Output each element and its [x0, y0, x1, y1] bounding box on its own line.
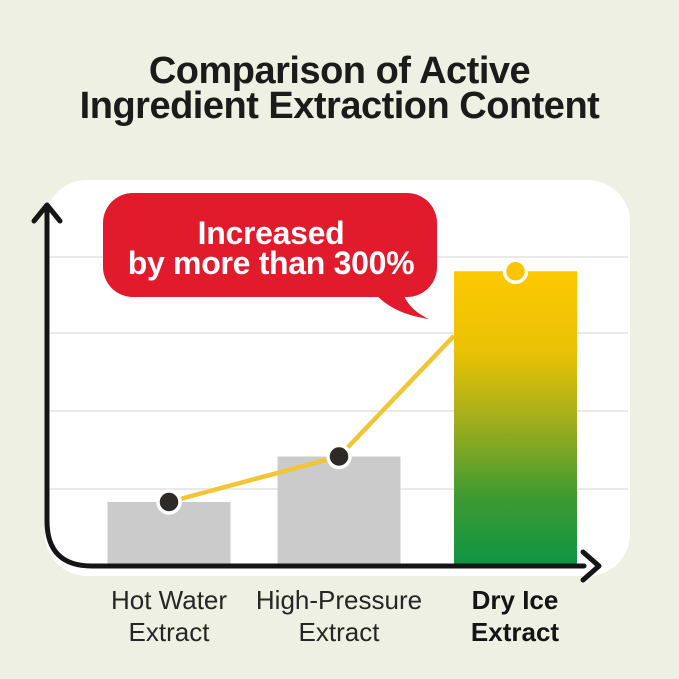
marker-high-pressure	[326, 443, 352, 470]
category-label-dry-ice: Dry Ice Extract	[419, 584, 611, 648]
speech-bubble-shape	[103, 193, 437, 319]
category-label-line: Dry Ice	[471, 585, 559, 615]
bubble-line-2: by more than 300%	[127, 245, 415, 281]
category-label-line: Extract	[298, 617, 380, 647]
category-label-high-pressure: High-Pressure Extract	[243, 584, 435, 648]
category-label-hot-water: Hot Water Extract	[73, 584, 265, 648]
category-label-line: Extract	[128, 617, 210, 647]
speech-bubble-tail	[368, 286, 429, 319]
category-label-line: High-Pressure	[255, 585, 423, 615]
y-axis-arrow-icon	[31, 202, 63, 224]
x-axis-arrow-icon	[580, 549, 602, 583]
title-line-1: Comparison of Active	[148, 50, 531, 92]
bar-high-pressure	[277, 456, 401, 567]
speech-bubble-body	[103, 193, 437, 297]
category-label-line: Hot Water	[110, 585, 228, 615]
title-line-2: Ingredient Extraction Content	[79, 85, 600, 127]
axis-line	[44, 205, 587, 569]
bubble-annotation: Increased by more than 300%	[104, 215, 438, 281]
bubble-line-1: Increased	[197, 215, 345, 251]
page-title: Comparison of Active Ingredient Extracti…	[0, 50, 679, 127]
marker-hot-water	[156, 489, 182, 515]
marker-dry-ice	[502, 258, 529, 284]
bar-dry-ice	[454, 271, 577, 567]
category-label-line: Extract	[470, 617, 560, 647]
data-point-markers	[156, 258, 529, 515]
